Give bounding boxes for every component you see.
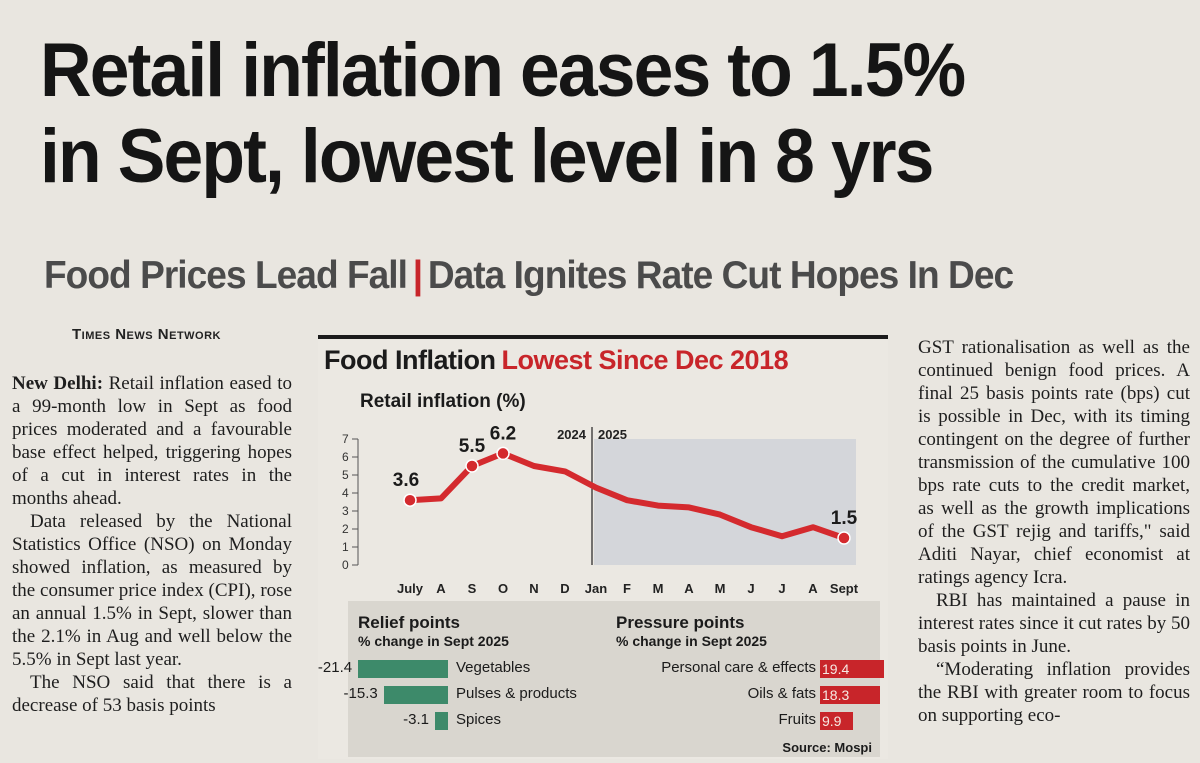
change-panel: Relief points % change in Sept 2025 Pres… <box>318 601 885 757</box>
year-label-2025: 2025 <box>598 427 627 442</box>
x-tick-label: M <box>715 581 726 596</box>
pressure-bar: 18.3 <box>820 686 881 704</box>
relief-value: -15.3 <box>343 685 378 702</box>
x-tick-label: S <box>468 581 477 596</box>
subheadline: Food Prices Lead Fall | Data Ignites Rate … <box>44 254 1137 298</box>
relief-bar <box>434 712 448 730</box>
relief-row: -21.4 Vegetables <box>318 659 608 679</box>
chart-subtitle: Retail inflation (%) <box>360 391 526 412</box>
relief-title: Relief points <box>358 613 461 632</box>
pressure-title: Pressure points <box>616 613 745 632</box>
data-label: 5.5 <box>459 436 486 457</box>
data-point <box>837 531 851 545</box>
deck-left: Food Prices Lead Fall <box>44 254 408 297</box>
paragraph-right-1: GST rationalisation as well as the conti… <box>918 337 1190 588</box>
paragraph-2: Data released by the National Statistics… <box>12 511 292 670</box>
line-chart: 0 1 2 3 4 5 6 7 2024 2025 3.6 5.56.2 1.5 July A S O N D Jan… <box>342 423 859 596</box>
paragraph-right-3: “Moderating inflation provides the RBI w… <box>918 659 1190 726</box>
deck-right: Data Ignites Rate Cut Hopes In Dec <box>427 254 1014 297</box>
deck-separator: | <box>412 254 423 297</box>
x-tick-label: July <box>397 581 424 596</box>
headline: Retail inflation eases to 1.5% in Sept, … <box>40 28 1112 200</box>
graphic-title-red: Lowest Since Dec 2018 <box>501 345 789 375</box>
paragraph-3: The NSO said that there is a decrease of… <box>12 672 292 716</box>
relief-row: -3.1 Spices <box>348 711 608 731</box>
headline-line-2: in Sept, lowest level in 8 yrs <box>40 114 934 199</box>
x-tick-label: O <box>498 581 508 596</box>
relief-label: Spices <box>456 711 502 728</box>
pressure-bar: 19.4 <box>820 660 885 678</box>
series-line-retail-inflation <box>407 450 847 541</box>
data-point <box>403 493 417 507</box>
relief-row: -15.3 Pulses & products <box>344 685 608 705</box>
dateline: New Delhi: <box>12 373 104 394</box>
x-tick-label: J <box>747 581 754 596</box>
y-tick-label: 0 <box>342 558 349 572</box>
pressure-subtitle: % change in Sept 2025 <box>616 633 767 649</box>
headline-line-1: Retail inflation eases to 1.5% <box>40 28 966 113</box>
article-column-right: GST rationalisation as well as the conti… <box>918 336 1190 727</box>
pressure-row: Fruits 9.9 <box>608 711 880 731</box>
pressure-label: Personal care & effects <box>661 659 816 676</box>
pressure-label: Oils & fats <box>747 685 816 702</box>
data-label: 6.2 <box>490 423 516 444</box>
data-point <box>465 459 479 473</box>
paragraph-right-2: RBI has maintained a pause in interest r… <box>918 590 1190 657</box>
x-tick-label: A <box>436 581 446 596</box>
source-credit: Source: Mospi <box>782 740 872 755</box>
x-tick-label: Jan <box>585 581 607 596</box>
relief-value: -3.1 <box>403 711 429 728</box>
data-label: 3.6 <box>393 470 419 491</box>
pressure-heading: Pressure points % change in Sept 2025 <box>616 613 767 651</box>
y-tick-label: 2 <box>342 522 349 536</box>
y-tick-label: 5 <box>342 468 349 482</box>
relief-subtitle: % change in Sept 2025 <box>358 633 509 649</box>
relief-bar <box>358 660 448 678</box>
x-tick-label: J <box>778 581 785 596</box>
pressure-label: Fruits <box>778 711 817 728</box>
relief-label: Pulses & products <box>456 685 577 702</box>
y-tick-label: 3 <box>342 504 349 518</box>
relief-label: Vegetables <box>456 659 531 676</box>
y-tick-label: 6 <box>342 450 349 464</box>
article-column-left: New Delhi: Retail inflation eased to a 9… <box>12 372 292 717</box>
year-label-2024: 2024 <box>557 427 587 442</box>
data-label: 1.5 <box>831 508 858 529</box>
paragraph-1-text: Retail inflation eased to a 99-month low… <box>12 373 292 509</box>
x-tick-label: N <box>529 581 538 596</box>
graphic-title-dark: Food Inflation <box>324 345 496 375</box>
pressure-row: Personal care & effects 19.4 <box>608 659 885 679</box>
x-tick-label: F <box>623 581 631 596</box>
x-tick-label: Sept <box>830 581 859 596</box>
y-tick-label: 4 <box>342 486 349 500</box>
x-tick-label: M <box>653 581 664 596</box>
paragraph-1: New Delhi: Retail inflation eased to a 9… <box>12 372 292 510</box>
x-tick-label: D <box>560 581 569 596</box>
byline: Times News Network <box>72 326 221 343</box>
x-tick-label: A <box>684 581 694 596</box>
y-tick-label: 1 <box>342 540 349 554</box>
relief-value: -21.4 <box>317 659 353 676</box>
relief-heading: Relief points % change in Sept 2025 <box>358 613 509 651</box>
inflation-graphic: Food Inflation Lowest Since Dec 2018 Reta… <box>318 335 888 759</box>
pressure-bar: 9.9 <box>820 712 853 730</box>
x-tick-label: A <box>808 581 818 596</box>
y-tick-label: 7 <box>342 432 349 446</box>
graphic-title: Food Inflation Lowest Since Dec 2018 <box>324 345 789 376</box>
data-point <box>496 446 510 461</box>
pressure-row: Oils & fats 18.3 <box>608 685 881 705</box>
relief-bar <box>383 686 448 704</box>
